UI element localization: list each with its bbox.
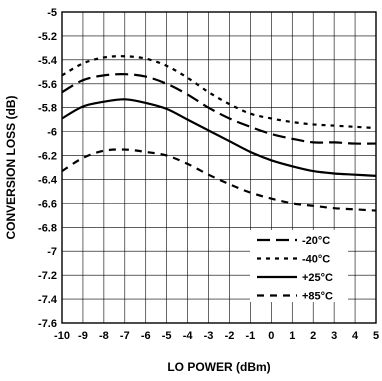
y-axis-label: CONVERSION LOSS (dB) xyxy=(4,95,18,239)
x-tick-label: 1 xyxy=(289,330,295,342)
series-line-1 xyxy=(61,73,377,145)
legend-label: -40°C xyxy=(302,254,330,266)
series-line-3 xyxy=(61,98,377,177)
y-tick-label: -6.4 xyxy=(38,174,58,186)
y-tick-label: -7.2 xyxy=(38,270,57,282)
y-tick-label: -6.6 xyxy=(38,198,57,210)
x-tick-label: -9 xyxy=(78,330,88,342)
series-line-4 xyxy=(61,148,377,212)
x-tick-label: 4 xyxy=(352,330,359,342)
x-tick-label: -1 xyxy=(246,330,256,342)
x-tick-label: -2 xyxy=(225,330,235,342)
y-tick-label: -5.2 xyxy=(38,31,57,43)
legend-box xyxy=(250,230,348,302)
series-group xyxy=(61,55,377,212)
x-tick-label: 0 xyxy=(268,330,274,342)
plot-frame xyxy=(61,11,377,324)
x-tick-label: -4 xyxy=(183,330,194,342)
x-tick-label: 5 xyxy=(373,330,379,342)
series-line-2 xyxy=(61,55,377,130)
y-tick-label: -7 xyxy=(47,246,57,258)
x-tick-label: -6 xyxy=(141,330,151,342)
legend-label: -20°C xyxy=(302,235,330,247)
y-tick-label: -5 xyxy=(47,7,57,19)
x-tick-label: -10 xyxy=(54,330,70,342)
x-tick-label: -8 xyxy=(99,330,109,342)
x-tick-label: -5 xyxy=(162,330,172,342)
y-tick-label: -7.6 xyxy=(38,318,57,330)
y-tick-label: -6.2 xyxy=(38,151,57,163)
y-tick-labels: -5 -5.2 -5.4 -5.6 -5.8 -6 -6.2 -6.4 -6.6 -6.8 -7 -7… xyxy=(38,7,58,330)
y-tick-label: -6.8 xyxy=(38,222,57,234)
legend: -20°C -40°C +25°C +85°C xyxy=(250,230,348,303)
x-tick-label: 2 xyxy=(310,330,316,342)
x-tick-labels: -10 -9 -8 -7 -6 -5 -4 -3 -2 -1 0 1 2 3 4 5 xyxy=(54,330,379,342)
y-tick-label: -6 xyxy=(47,127,57,139)
y-tick-label: -7.4 xyxy=(38,294,58,306)
x-axis-label: LO POWER (dBm) xyxy=(167,360,270,374)
legend-label: +85°C xyxy=(302,291,333,303)
y-tick-label: -5.4 xyxy=(38,55,58,67)
y-tick-label: -5.8 xyxy=(38,103,57,115)
x-tick-label: -3 xyxy=(204,330,214,342)
x-tick-label: -7 xyxy=(120,330,130,342)
legend-label: +25°C xyxy=(302,272,333,284)
y-tick-label: -5.6 xyxy=(38,79,57,91)
x-tick-label: 3 xyxy=(331,330,337,342)
